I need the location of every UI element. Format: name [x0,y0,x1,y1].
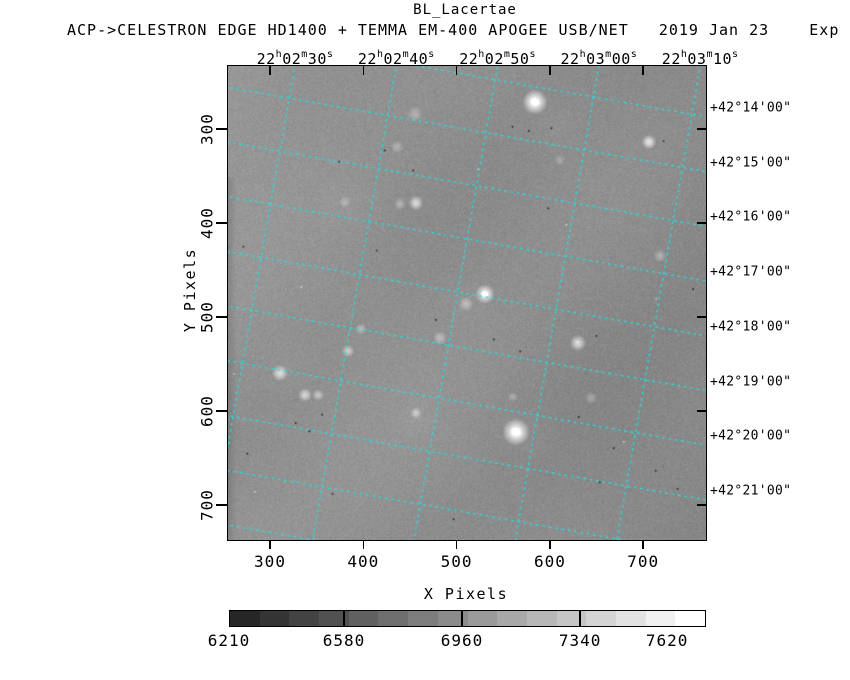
y-tick-label: 700 [197,489,217,521]
ra-side-tick-mark [455,66,458,75]
colorbar-label: 7620 [645,631,689,650]
colorbar-step [348,611,379,626]
dec-side-tick-mark [697,222,706,224]
colorbar [229,610,706,627]
star-field-canvas [228,66,706,540]
x-axis-title: X Pixels [423,585,509,603]
x-axis-tick-mark [455,540,458,549]
colorbar-step [319,611,349,626]
y-axis-title: Y Pixels [181,247,199,333]
y-axis-tick-mark [216,316,227,318]
colorbar-step [437,611,468,626]
dec-tick-label: +42°14'00" [710,100,792,116]
x-axis-tick-mark [642,540,644,549]
y-tick-label: 600 [197,395,217,427]
dec-tick-label: +42°19'00" [710,374,792,389]
y-axis-tick-mark [216,504,227,506]
colorbar-tick [579,610,581,627]
x-axis-tick-mark [269,540,271,549]
dec-tick-label: +42°21'00" [710,483,792,499]
y-tick-label: 300 [197,113,217,145]
ra-tick-label: 22h02m30s [256,49,334,68]
ra-tick-label: 22h03m10s [661,49,739,68]
y-axis-tick-mark [216,410,227,412]
colorbar-step [556,611,587,626]
y-tick-label: 400 [197,207,217,239]
colorbar-step [526,611,557,626]
x-tick-label: 300 [254,552,286,571]
colorbar-step [408,611,438,626]
colorbar-step [675,611,705,626]
y-axis-tick-mark [216,222,227,224]
x-tick-label: 600 [533,552,566,571]
colorbar-step [586,611,616,626]
dec-tick-label: +42°20'00" [710,428,792,444]
x-tick-label: 400 [347,552,380,571]
colorbar-label: 6580 [322,631,366,650]
colorbar-step [289,611,320,626]
dec-tick-label: +42°17'00" [710,264,792,280]
colorbar-step [230,611,260,626]
y-axis-tick-mark [216,128,227,130]
dec-side-tick-mark [697,316,706,318]
colorbar-step [497,611,527,626]
dec-side-tick-mark [697,504,706,506]
ra-tick-label: 22h03m00s [560,49,638,68]
colorbar-tick [461,610,463,627]
ra-side-tick-mark [269,66,271,75]
dec-tick-label: +42°16'00" [710,209,792,225]
ra-side-tick-mark [549,66,551,75]
colorbar-step [259,611,290,626]
ra-side-tick-mark [642,66,644,75]
y-tick-label: 500 [197,301,217,333]
dec-tick-label: +42°18'00" [710,319,792,335]
x-tick-label: 500 [440,552,473,571]
x-tick-label: 700 [627,552,660,571]
colorbar-tick [343,610,345,627]
colorbar-step [467,611,498,626]
ra-tick-label: 22h02m40s [357,49,435,68]
figure-title: BL_Lacertae [413,2,517,18]
colorbar-label: 6960 [440,631,484,650]
ra-side-tick-mark [362,66,365,75]
dec-tick-label: +42°15'00" [710,155,792,171]
colorbar-step [645,611,676,626]
dec-side-tick-mark [697,410,706,412]
figure-subtitle: ACP->CELESTRON EDGE HD1400 + TEMMA EM-40… [67,21,840,39]
x-axis-tick-mark [362,540,365,549]
colorbar-label: 6210 [207,631,251,650]
colorbar-step [378,611,409,626]
colorbar-label: 7340 [558,631,602,650]
x-axis-tick-mark [549,540,551,549]
colorbar-step [615,611,646,626]
ra-tick-label: 22h02m50s [459,49,536,68]
dec-side-tick-mark [697,128,706,130]
